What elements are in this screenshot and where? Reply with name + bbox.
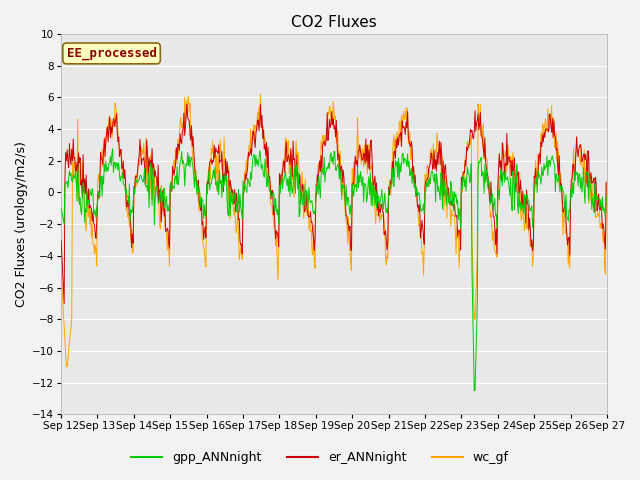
Title: CO2 Fluxes: CO2 Fluxes: [291, 15, 377, 30]
Y-axis label: CO2 Fluxes (urology/m2/s): CO2 Fluxes (urology/m2/s): [15, 141, 28, 307]
Legend: gpp_ANNnight, er_ANNnight, wc_gf: gpp_ANNnight, er_ANNnight, wc_gf: [126, 446, 514, 469]
Text: EE_processed: EE_processed: [67, 47, 157, 60]
